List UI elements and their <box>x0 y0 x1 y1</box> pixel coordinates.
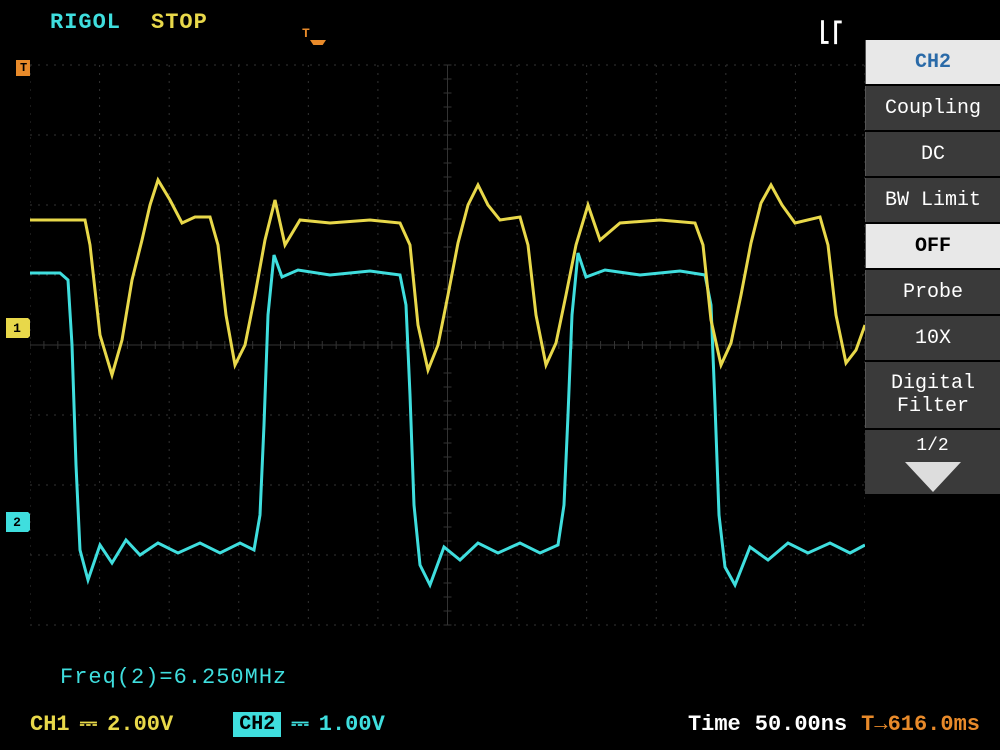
menu-bwlimit-label: BW Limit <box>885 189 981 212</box>
menu-pager-label: 1/2 <box>916 436 948 456</box>
ch1-marker-label: 1 <box>13 321 21 336</box>
ch2-ground-marker: 2 <box>6 512 28 532</box>
ch1-ground-marker: 1 <box>6 318 28 338</box>
run-state: STOP <box>151 10 208 35</box>
menu-probe-value[interactable]: 10X <box>865 316 1000 360</box>
waveform-display <box>30 45 865 655</box>
menu-digital-filter-label: Digital Filter <box>870 372 996 418</box>
menu-bwlimit[interactable]: BW Limit <box>865 178 1000 222</box>
brand-label: RIGOL <box>50 10 121 35</box>
ch1-label: CH1 <box>30 712 70 737</box>
side-menu: CH2 Coupling DC BW Limit OFF Probe 10X D… <box>865 40 1000 494</box>
ch1-coupling-icon: ⎓ <box>80 712 98 737</box>
measurement-readout: Freq(2)=6.250MHz <box>60 665 287 690</box>
menu-bwlimit-value-label: OFF <box>915 235 951 258</box>
menu-coupling-value[interactable]: DC <box>865 132 1000 176</box>
time-scale: 50.00ns <box>755 712 847 737</box>
menu-probe-label: Probe <box>903 281 963 304</box>
oscilloscope-screen: RIGOL STOP ⎣⎡ T T ▼ 1 2 CH2 Coupling DC … <box>0 0 1000 750</box>
timebase-status: Time 50.00ns T→616.0ms <box>688 712 980 737</box>
ch2-coupling-icon: ⎓ <box>291 712 309 737</box>
trigger-position-label: T <box>302 26 310 41</box>
ch2-marker-label: 2 <box>13 515 21 530</box>
menu-probe-value-label: 10X <box>915 327 951 350</box>
menu-channel-source[interactable]: CH2 <box>865 40 1000 84</box>
menu-bwlimit-value[interactable]: OFF <box>865 224 1000 268</box>
trigger-level-marker: T <box>16 60 31 76</box>
menu-coupling[interactable]: Coupling <box>865 86 1000 130</box>
menu-page-down-icon <box>905 462 961 492</box>
menu-pager[interactable]: 1/2 <box>865 430 1000 494</box>
menu-channel-source-label: CH2 <box>915 51 951 74</box>
bottom-status-bar: CH1 ⎓ 2.00V CH2 ⎓ 1.00V Time 50.00ns T→6… <box>0 704 1000 744</box>
trigger-edge-icon: ⎣⎡ <box>819 20 845 46</box>
ch2-status: CH2 ⎓ 1.00V <box>233 712 385 737</box>
ch1-status: CH1 ⎓ 2.00V <box>30 712 173 737</box>
menu-coupling-label: Coupling <box>885 97 981 120</box>
menu-probe[interactable]: Probe <box>865 270 1000 314</box>
top-bar: RIGOL STOP ⎣⎡ <box>0 8 1000 36</box>
ch2-label: CH2 <box>233 712 281 737</box>
menu-coupling-value-label: DC <box>921 143 945 166</box>
ch1-scale: 2.00V <box>107 712 173 737</box>
waveform-svg <box>30 45 865 655</box>
time-label: Time <box>688 712 741 737</box>
time-delay: T→616.0ms <box>861 712 980 737</box>
ch2-scale: 1.00V <box>319 712 385 737</box>
menu-digital-filter[interactable]: Digital Filter <box>865 362 1000 428</box>
